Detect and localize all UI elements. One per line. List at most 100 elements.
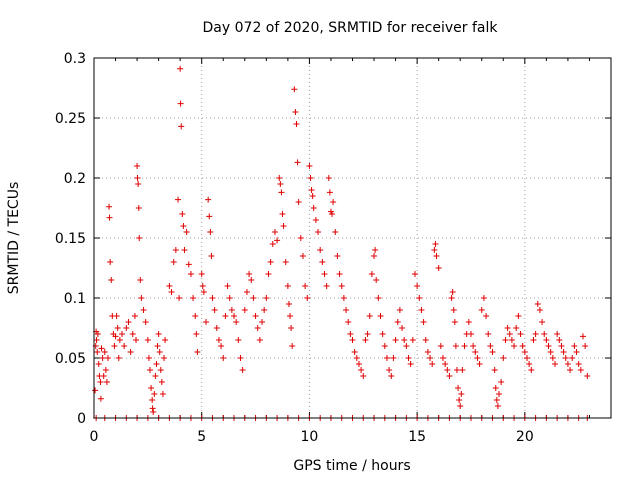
data-point [98,345,105,352]
data-point [265,271,272,277]
data-point [248,277,255,283]
data-point [562,355,569,361]
data-point [392,337,399,343]
data-point [246,271,253,277]
data-point [407,361,414,367]
data-point [256,337,263,343]
data-point [302,283,309,289]
data-point [159,391,166,397]
data-point [269,241,276,247]
data-point [383,355,390,361]
y-tick-label: 0.15 [55,231,86,247]
data-point [364,331,371,337]
data-point [152,373,159,379]
data-point [151,391,158,397]
data-point [575,361,582,367]
data-point [297,235,304,241]
data-point [429,361,436,367]
data-point [140,307,147,313]
data-point [450,307,457,313]
data-point [205,196,212,203]
data-point [420,319,427,325]
data-point [292,109,299,115]
data-point [102,367,109,373]
data-point [494,403,501,409]
data-point [200,289,207,295]
data-point [235,337,242,343]
data-point [291,86,298,93]
data-point [100,373,107,379]
data-point [95,361,102,367]
data-point [123,325,130,331]
data-point [263,295,270,301]
data-point [228,307,235,313]
data-point [239,367,246,373]
data-point [530,337,537,343]
x-tick-label: 0 [90,429,99,445]
data-point [277,181,284,187]
data-point [190,295,197,301]
data-point [326,189,333,196]
data-points [92,65,591,421]
data-point [156,349,163,355]
data-point [288,325,295,331]
data-point [386,367,393,373]
data-point [177,100,184,107]
data-point [461,343,468,349]
data-point [177,65,184,72]
data-point [388,373,395,379]
y-tick-label: 0 [77,411,86,427]
data-point [325,175,332,181]
data-point [515,313,522,319]
data-point [451,319,458,325]
data-point [161,355,168,361]
data-point [294,159,301,166]
data-point [284,283,291,289]
data-point [226,295,233,301]
data-point [92,387,99,394]
data-point [526,361,533,367]
data-point [409,337,416,343]
data-point [502,337,509,343]
data-point [545,343,552,349]
x-axis-label: GPS time / hours [293,458,410,474]
data-point [150,409,157,415]
data-point [148,385,155,391]
data-point [113,313,120,319]
data-point [149,405,156,412]
data-point [495,391,502,397]
data-point [134,163,141,169]
data-point [107,259,114,265]
x-tick-label: 15 [408,429,426,445]
x-tick-label: 5 [197,429,206,445]
data-point [362,337,369,343]
data-point [399,325,406,331]
data-point [541,331,548,337]
data-point [543,337,550,343]
chart-title: Day 072 of 2020, SRMTID for receiver fal… [203,20,499,36]
grid-lines [94,58,611,418]
data-point [489,349,496,355]
data-point [437,343,444,349]
data-point [198,271,205,277]
data-point [307,175,314,181]
data-point [115,355,122,361]
data-point [330,199,337,205]
data-point [394,319,401,325]
y-tick-labels: 0 0.05 0.1 0.15 0.2 0.25 0.3 [55,51,86,427]
data-point [371,253,378,259]
data-point [351,349,358,355]
data-point [254,325,261,331]
data-point [455,385,462,391]
data-point [241,307,248,313]
data-point [175,196,182,203]
data-point [147,367,154,373]
data-point [209,295,216,301]
data-point [154,343,161,349]
data-point [127,349,134,355]
data-point [105,355,112,361]
data-point [250,295,257,301]
axis-ticks [93,57,611,419]
data-point [114,325,121,331]
